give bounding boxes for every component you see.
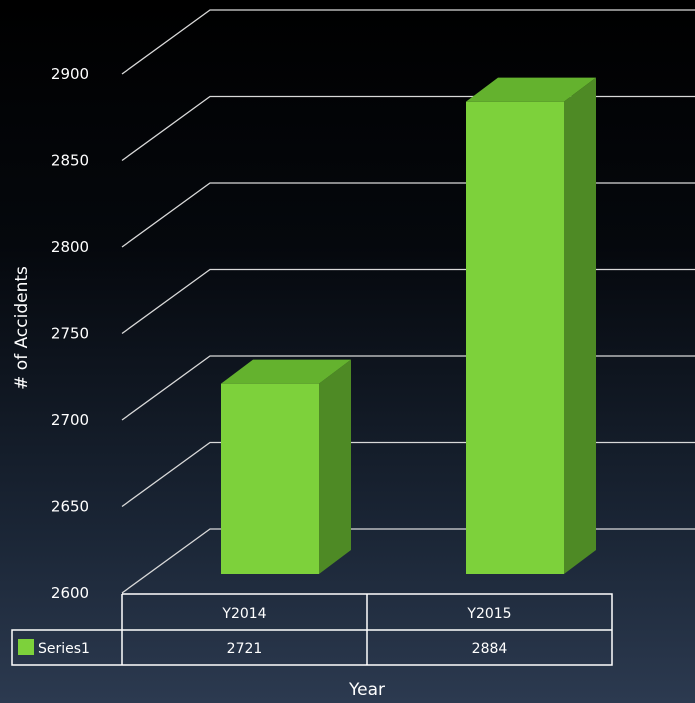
legend-label: Series1 bbox=[38, 641, 90, 657]
bar-top bbox=[221, 359, 351, 384]
gridline bbox=[121, 9, 695, 75]
gridline bbox=[121, 355, 695, 421]
bar-front bbox=[221, 383, 319, 574]
table-header-cell: Y2015 bbox=[466, 606, 511, 622]
y-tick-label: 2700 bbox=[51, 411, 89, 429]
gridline bbox=[121, 268, 695, 335]
y-tick-label: 2800 bbox=[51, 238, 89, 256]
y-tick-label: 2850 bbox=[51, 152, 89, 170]
bar-Y2015 bbox=[466, 77, 596, 575]
legend-swatch bbox=[18, 639, 34, 655]
table-header-cell: Y2014 bbox=[221, 606, 266, 622]
bar-Y2014 bbox=[221, 359, 351, 574]
table-value-cell: 2721 bbox=[227, 641, 263, 657]
gridline bbox=[121, 182, 695, 248]
data-table: Y2014 2721 Y2015 2884 Series1 bbox=[11, 593, 613, 666]
gridline bbox=[121, 95, 695, 162]
bar-front bbox=[466, 101, 564, 575]
y-tick-label: 2750 bbox=[51, 325, 89, 343]
y-tick-label: 2600 bbox=[51, 584, 89, 602]
y-tick-label: 2900 bbox=[51, 65, 89, 83]
gridline bbox=[121, 441, 695, 508]
y-tick-label: 2650 bbox=[51, 498, 89, 516]
bar-side bbox=[319, 359, 351, 574]
bars bbox=[221, 77, 596, 575]
table-border bbox=[11, 593, 613, 666]
y-axis-label: # of Accidents bbox=[12, 266, 32, 390]
gridlines bbox=[121, 9, 695, 594]
bar-side bbox=[564, 77, 596, 575]
table-value-cell: 2884 bbox=[472, 641, 508, 657]
floor-edge bbox=[121, 528, 695, 594]
y-axis-ticks: 2600 2650 2700 2750 2800 2850 2900 bbox=[51, 65, 89, 602]
bar-top bbox=[466, 77, 596, 102]
x-axis-label: Year bbox=[348, 680, 385, 700]
